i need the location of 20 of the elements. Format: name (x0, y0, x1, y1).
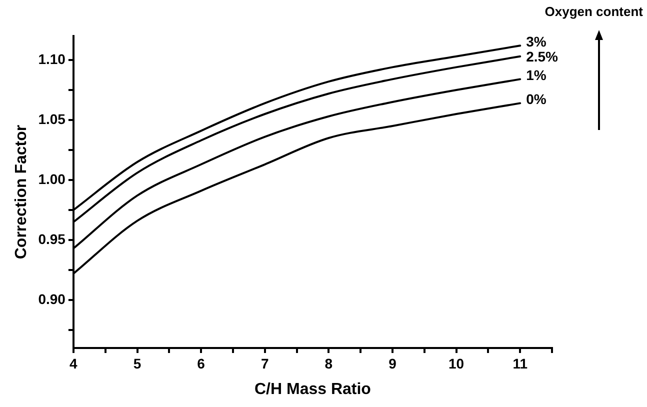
y-tick-label: 0.90 (38, 290, 66, 307)
x-tick-label: 7 (260, 355, 269, 372)
x-tick-label: 4 (70, 355, 78, 372)
series-label: 1% (526, 67, 547, 84)
series-label: 0% (526, 91, 547, 108)
x-tick-label: 5 (133, 355, 142, 372)
x-tick-label: 9 (388, 355, 397, 372)
y-tick-label: 0.95 (38, 230, 66, 247)
x-tick-label: 11 (512, 355, 528, 372)
legend-title: Oxygen content (544, 4, 643, 19)
x-tick-label: 10 (448, 355, 464, 372)
y-tick-label: 1.05 (38, 110, 66, 127)
y-tick-label: 1.10 (38, 50, 66, 67)
series-label: 3% (526, 33, 547, 50)
x-tick-label: 8 (324, 355, 333, 372)
x-tick-label: 6 (197, 355, 206, 372)
y-tick-label: 1.00 (38, 170, 66, 187)
x-axis-title: C/H Mass Ratio (254, 380, 372, 398)
y-axis-title: Correction Factor (13, 124, 30, 260)
series-label: 2.5% (526, 48, 559, 64)
